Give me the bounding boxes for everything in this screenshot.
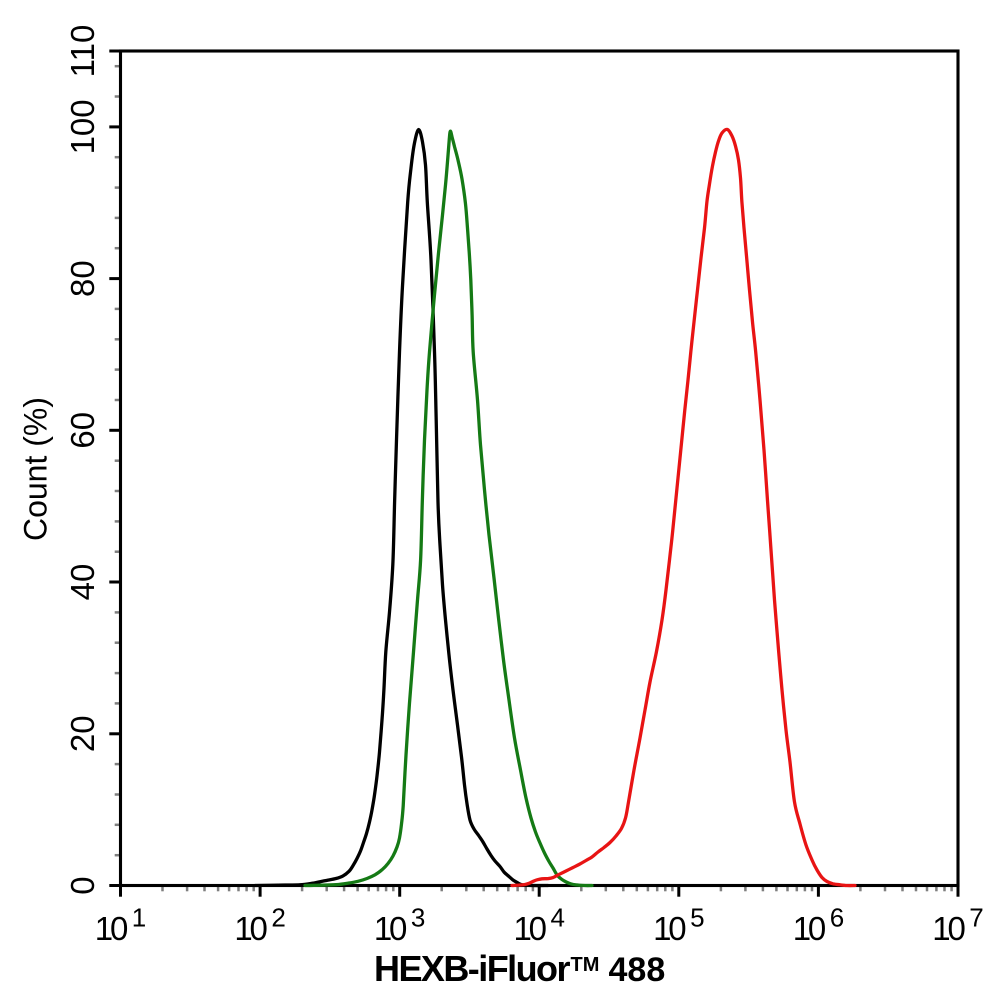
svg-text:80: 80 [64, 260, 101, 297]
svg-text:10: 10 [234, 910, 268, 947]
svg-text:TM: TM [571, 954, 600, 976]
svg-text:Count (%): Count (%) [18, 397, 54, 541]
svg-text:20: 20 [64, 715, 101, 752]
svg-text:5: 5 [690, 902, 704, 932]
svg-text:10: 10 [793, 910, 827, 947]
svg-text:3: 3 [411, 902, 425, 932]
svg-text:40: 40 [64, 564, 101, 601]
svg-text:6: 6 [830, 902, 844, 932]
svg-text:10: 10 [374, 910, 408, 947]
svg-text:10: 10 [653, 910, 687, 947]
svg-text:7: 7 [969, 902, 983, 932]
svg-text:2: 2 [271, 902, 285, 932]
svg-text:488: 488 [609, 951, 666, 989]
svg-text:4: 4 [551, 902, 565, 932]
svg-text:HEXB-iFluor: HEXB-iFluor [374, 948, 571, 989]
svg-text:0: 0 [64, 876, 101, 894]
svg-text:110: 110 [64, 25, 101, 78]
svg-text:10: 10 [95, 910, 129, 947]
svg-text:100: 100 [64, 99, 101, 154]
svg-text:1: 1 [132, 902, 146, 932]
svg-text:10: 10 [932, 910, 966, 947]
svg-text:60: 60 [64, 412, 101, 449]
svg-text:10: 10 [514, 910, 548, 947]
